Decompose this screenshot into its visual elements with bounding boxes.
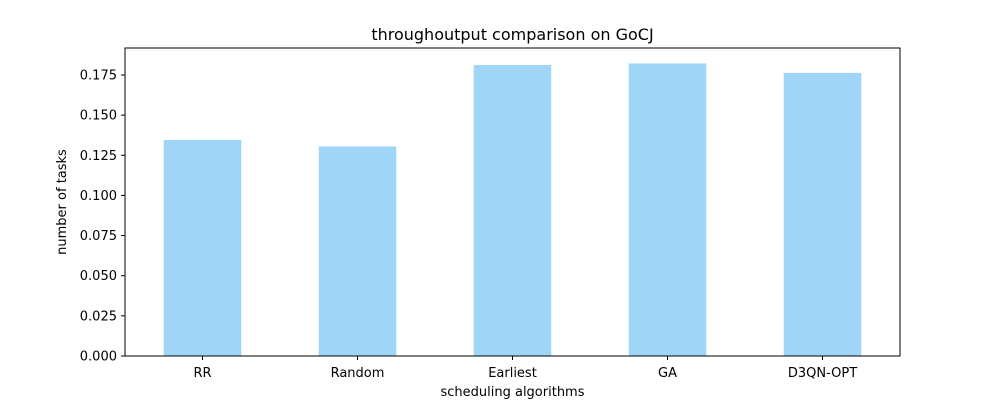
bar-ga (628, 63, 707, 357)
y-tick-label: 0.025 (80, 309, 117, 324)
y-tick-label: 0.150 (80, 109, 117, 124)
x-tick-label: Random (331, 366, 385, 381)
y-tick-label: 0.000 (80, 350, 117, 365)
y-tick-label: 0.125 (80, 149, 117, 164)
y-ticks-group: 0.000 0.025 0.050 0.075 0.100 0.125 0.150 0.175 (80, 68, 125, 365)
y-tick-label: 0.075 (80, 229, 117, 244)
plot-frame (124, 47, 901, 357)
y-tick-label: 0.050 (80, 269, 117, 284)
y-axis-label: number of tasks (55, 149, 70, 255)
x-tick-label: Earliest (488, 366, 537, 381)
bar-earliest (473, 65, 552, 356)
bar-d3qn-opt (783, 72, 862, 357)
bars-group (163, 63, 862, 357)
y-tick-label: 0.100 (80, 189, 117, 204)
chart-title: throughoutput comparison on GoCJ (371, 25, 653, 44)
x-tick-label: D3QN-OPT (788, 366, 857, 381)
bar-random (318, 146, 397, 356)
y-tick-label: 0.175 (80, 68, 117, 83)
x-ticks-group: RR Random Earliest GA D3QN-OPT (193, 356, 857, 381)
bar-rr (163, 140, 242, 356)
x-tick-label: RR (193, 366, 211, 381)
x-tick-label: GA (658, 366, 677, 381)
x-axis-label: scheduling algorithms (440, 385, 584, 400)
